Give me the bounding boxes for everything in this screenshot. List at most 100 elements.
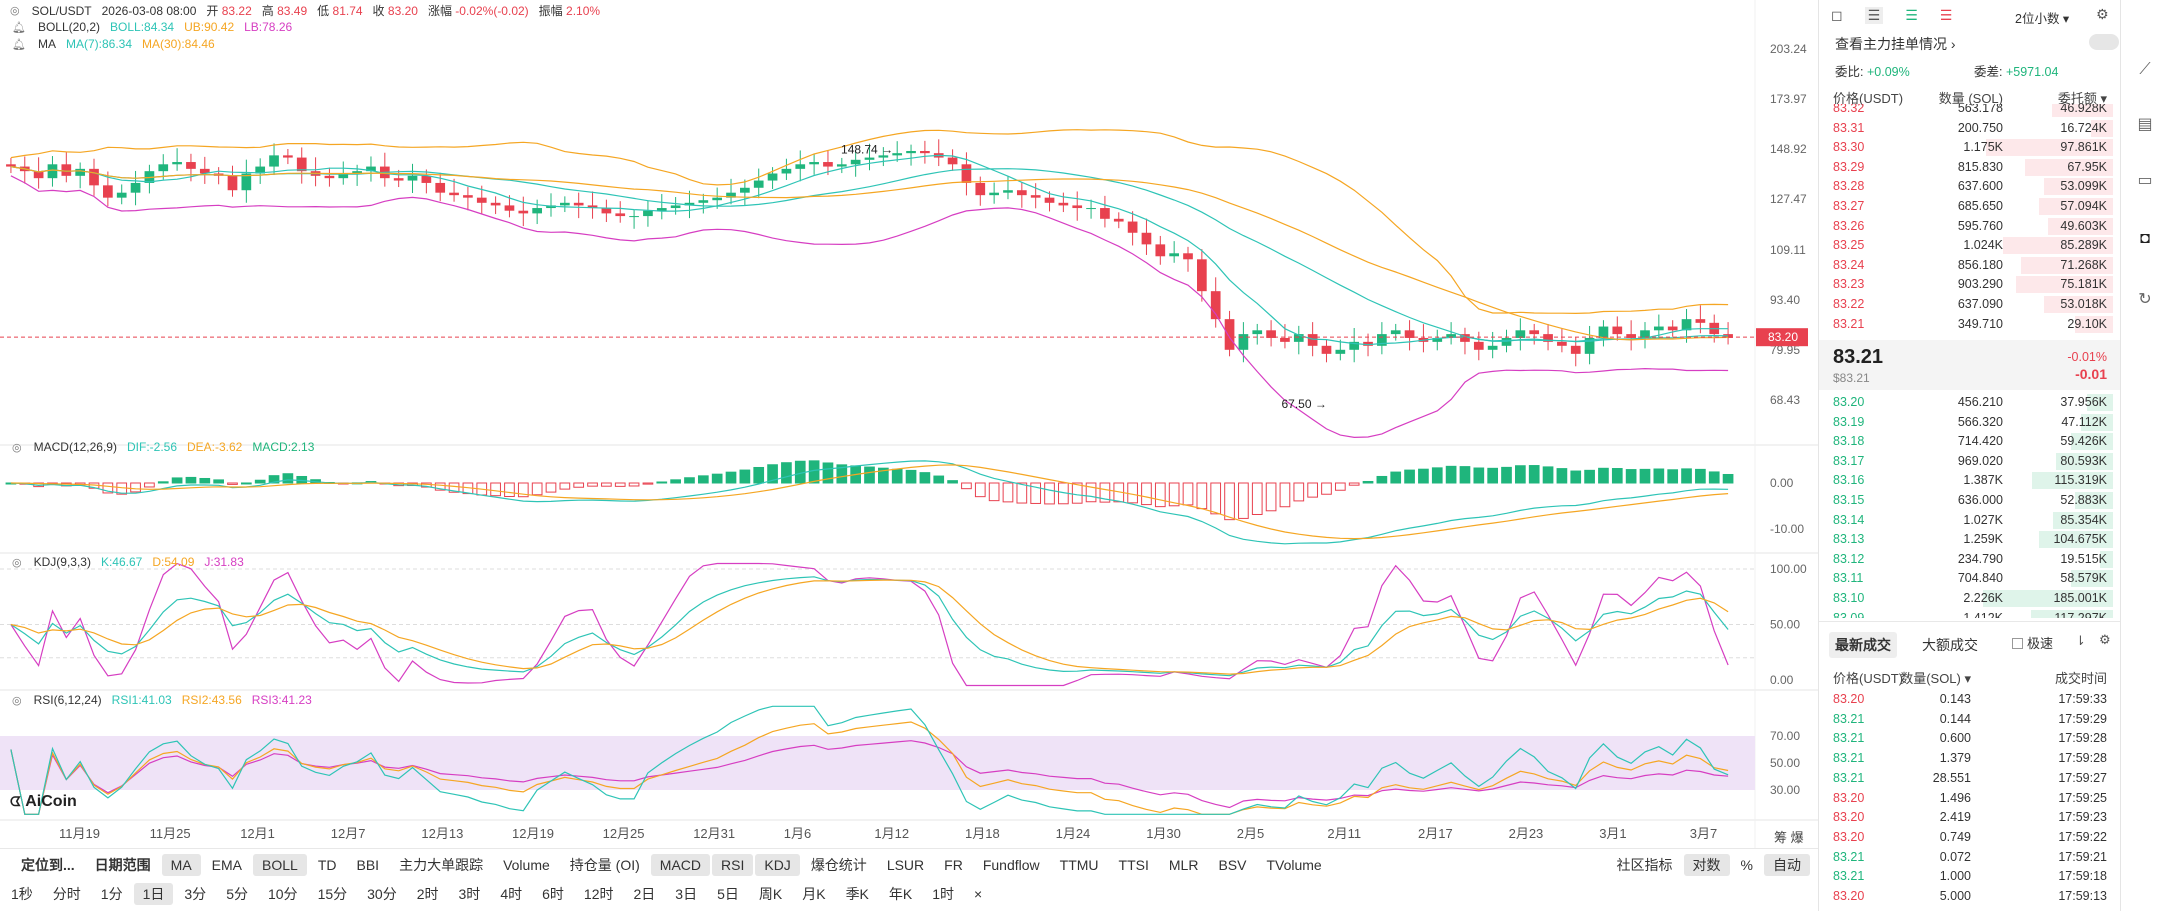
ask-row[interactable]: 83.24 856.180 71.268K <box>1819 256 2121 276</box>
toolbar-button[interactable]: 4时 <box>500 886 523 902</box>
toolbar-button[interactable]: 爆仓统计 <box>810 857 867 873</box>
tab-large-trades[interactable]: 大额成交 <box>1922 637 1978 653</box>
ask-row[interactable]: 83.30 1.175K 97.861K <box>1819 138 2121 158</box>
toolbar-button[interactable]: 15分 <box>317 886 348 902</box>
chart-canvas[interactable]: 203.24 173.97 148.92 127.47 109.11 93.40 79.95… <box>0 0 1818 848</box>
ask-row[interactable]: 83.29 815.830 67.95K <box>1819 158 2121 178</box>
bid-row[interactable]: 83.11 704.840 58.579K <box>1819 569 2121 589</box>
filter-icon[interactable]: ⇂ <box>2075 633 2086 648</box>
toolbar-button[interactable]: RSI <box>712 854 754 876</box>
toolbar-button[interactable]: 主力大单跟踪 <box>399 857 484 873</box>
toolbar-button[interactable]: BBI <box>356 857 380 873</box>
toolbar-button[interactable]: TTMU <box>1059 857 1099 873</box>
card-icon[interactable]: ▭ <box>2137 172 2153 189</box>
toolbar-button[interactable]: 30分 <box>367 886 397 902</box>
percent-button[interactable]: % <box>1740 857 1753 873</box>
toolbar-button[interactable]: 1秒 <box>11 886 33 902</box>
settings-icon[interactable]: ◎ <box>12 694 22 707</box>
ask-row[interactable]: 83.27 685.650 57.094K <box>1819 197 2121 217</box>
toolbar-button[interactable]: 12时 <box>583 886 614 902</box>
bell-icon[interactable]: 🔔︎ <box>12 38 26 51</box>
bid-row[interactable]: 83.15 636.000 52.883K <box>1819 491 2121 511</box>
ask-row[interactable]: 83.26 595.760 49.603K <box>1819 217 2121 237</box>
toolbar-button[interactable]: Volume <box>503 857 550 873</box>
ask-row[interactable]: 83.28 637.600 53.099K <box>1819 177 2121 197</box>
fast-checkbox[interactable] <box>2012 638 2023 649</box>
toolbar-button[interactable]: MA <box>161 854 201 876</box>
settings-icon[interactable]: ◎ <box>12 556 22 569</box>
ask-row[interactable]: 83.32 563.178 46.928K <box>1819 104 2121 119</box>
toolbar-button[interactable]: 季K <box>845 886 869 902</box>
main-orders-link[interactable]: 查看主力挂单情况 › <box>1835 36 1956 52</box>
community-indicators-button[interactable]: 社区指标 <box>1616 857 1673 873</box>
toolbar-button[interactable]: TVolume <box>1266 857 1322 873</box>
toolbar-button[interactable]: EMA <box>211 857 243 873</box>
ask-row[interactable]: 83.31 200.750 16.724K <box>1819 119 2121 139</box>
bid-row[interactable]: 83.19 566.320 47.112K <box>1819 413 2121 433</box>
toolbar-button[interactable]: MACD <box>650 854 711 876</box>
toolbar-button[interactable]: 3时 <box>458 886 481 902</box>
auto-button[interactable]: 自动 <box>1764 854 1810 876</box>
toolbar-button[interactable]: TD <box>317 857 337 873</box>
robot-icon[interactable]: ◘ <box>2140 230 2150 247</box>
settings-icon[interactable]: ◎ <box>12 441 22 454</box>
chart-icon[interactable]: ▤ <box>2137 116 2153 133</box>
toolbar-button[interactable]: 3日 <box>675 886 698 902</box>
view-bids-icon[interactable]: ☰ <box>1905 7 1918 23</box>
settings-icon[interactable]: ◎ <box>10 5 20 17</box>
toolbar-button[interactable]: 定位到... <box>21 857 75 873</box>
kdj-name[interactable]: KDJ(9,3,3) <box>33 555 91 569</box>
ask-row[interactable]: 83.23 903.290 75.181K <box>1819 275 2121 295</box>
toolbar-button[interactable]: Fundflow <box>982 857 1040 873</box>
ob-settings-icon[interactable]: ⚙ <box>2096 6 2109 22</box>
main-orders-toggle[interactable] <box>2089 34 2119 50</box>
toolbar-button[interactable]: BSV <box>1218 857 1247 873</box>
rsi-name[interactable]: RSI(6,12,24) <box>33 693 102 707</box>
log-button[interactable]: 对数 <box>1683 854 1730 876</box>
tab-latest-trades[interactable]: 最新成交 <box>1829 632 1897 658</box>
trend-icon[interactable]: ⟋ <box>2139 61 2151 78</box>
toolbar-button[interactable]: 年K <box>888 886 913 902</box>
toolbar-button[interactable]: 持仓量 (OI) <box>569 857 640 873</box>
refresh-icon[interactable]: ↻ <box>2138 291 2152 308</box>
ask-row[interactable]: 83.21 349.710 29.10K <box>1819 315 2121 335</box>
decimals-select[interactable]: 2位小数 ▾ <box>2015 12 2070 26</box>
toolbar-button[interactable]: 分时 <box>52 886 81 902</box>
bid-row[interactable]: 83.09 1.412K 117.297K <box>1819 609 2121 618</box>
bid-row[interactable]: 83.17 969.020 80.593K <box>1819 452 2121 472</box>
view-asks-icon[interactable]: ☰ <box>1939 7 1953 23</box>
toolbar-button[interactable]: 1时 <box>932 886 955 902</box>
toolbar-button[interactable]: × <box>974 886 983 902</box>
ask-row[interactable]: 83.25 1.024K 85.289K <box>1819 236 2121 256</box>
corner-tools[interactable]: 筹 爆 <box>1774 830 1804 845</box>
toolbar-button[interactable]: 5日 <box>717 886 739 902</box>
toolbar-button[interactable]: LSUR <box>886 857 925 873</box>
toolbar-button[interactable]: 周K <box>758 886 783 902</box>
toolbar-button[interactable]: 1日 <box>133 883 174 905</box>
toolbar-button[interactable]: FR <box>944 857 963 873</box>
toolbar-button[interactable]: 月K <box>802 886 826 902</box>
chart-area[interactable]: 203.24 173.97 148.92 127.47 109.11 93.40 79.95… <box>0 0 1818 848</box>
toolbar-button[interactable]: MLR <box>1168 857 1199 873</box>
bid-row[interactable]: 83.14 1.027K 85.354K <box>1819 511 2121 531</box>
macd-name[interactable]: MACD(12,26,9) <box>33 440 117 454</box>
toolbar-button[interactable]: 10分 <box>267 886 298 902</box>
bid-row[interactable]: 83.12 234.790 19.515K <box>1819 550 2121 570</box>
bid-row[interactable]: 83.13 1.259K 104.675K <box>1819 530 2121 550</box>
toolbar-button[interactable]: BOLL <box>253 854 307 876</box>
bid-row[interactable]: 83.16 1.387K 115.319K <box>1819 471 2121 491</box>
boll-name[interactable]: BOLL(20,2) <box>37 20 101 34</box>
trade-col-qty[interactable]: 数量(SOL) ▾ <box>1900 671 1971 686</box>
toolbar-button[interactable]: TTSI <box>1118 857 1149 873</box>
toolbar-button[interactable]: 5分 <box>226 886 248 902</box>
toolbar-button[interactable]: 6时 <box>542 886 564 902</box>
toolbar-button[interactable]: 2日 <box>633 886 656 902</box>
ask-row[interactable]: 83.22 637.090 53.018K <box>1819 295 2121 315</box>
bid-row[interactable]: 83.20 456.210 37.956K <box>1819 393 2121 413</box>
toolbar-button[interactable]: KDJ <box>755 854 800 876</box>
col-total[interactable]: 委托额 ▾ <box>2057 91 2107 106</box>
bell-icon[interactable]: 🔔︎ <box>12 21 26 34</box>
toolbar-button[interactable]: 2时 <box>416 886 439 902</box>
toolbar-button[interactable]: 1分 <box>100 886 123 902</box>
toolbar-button[interactable]: 日期范围 <box>94 857 151 873</box>
